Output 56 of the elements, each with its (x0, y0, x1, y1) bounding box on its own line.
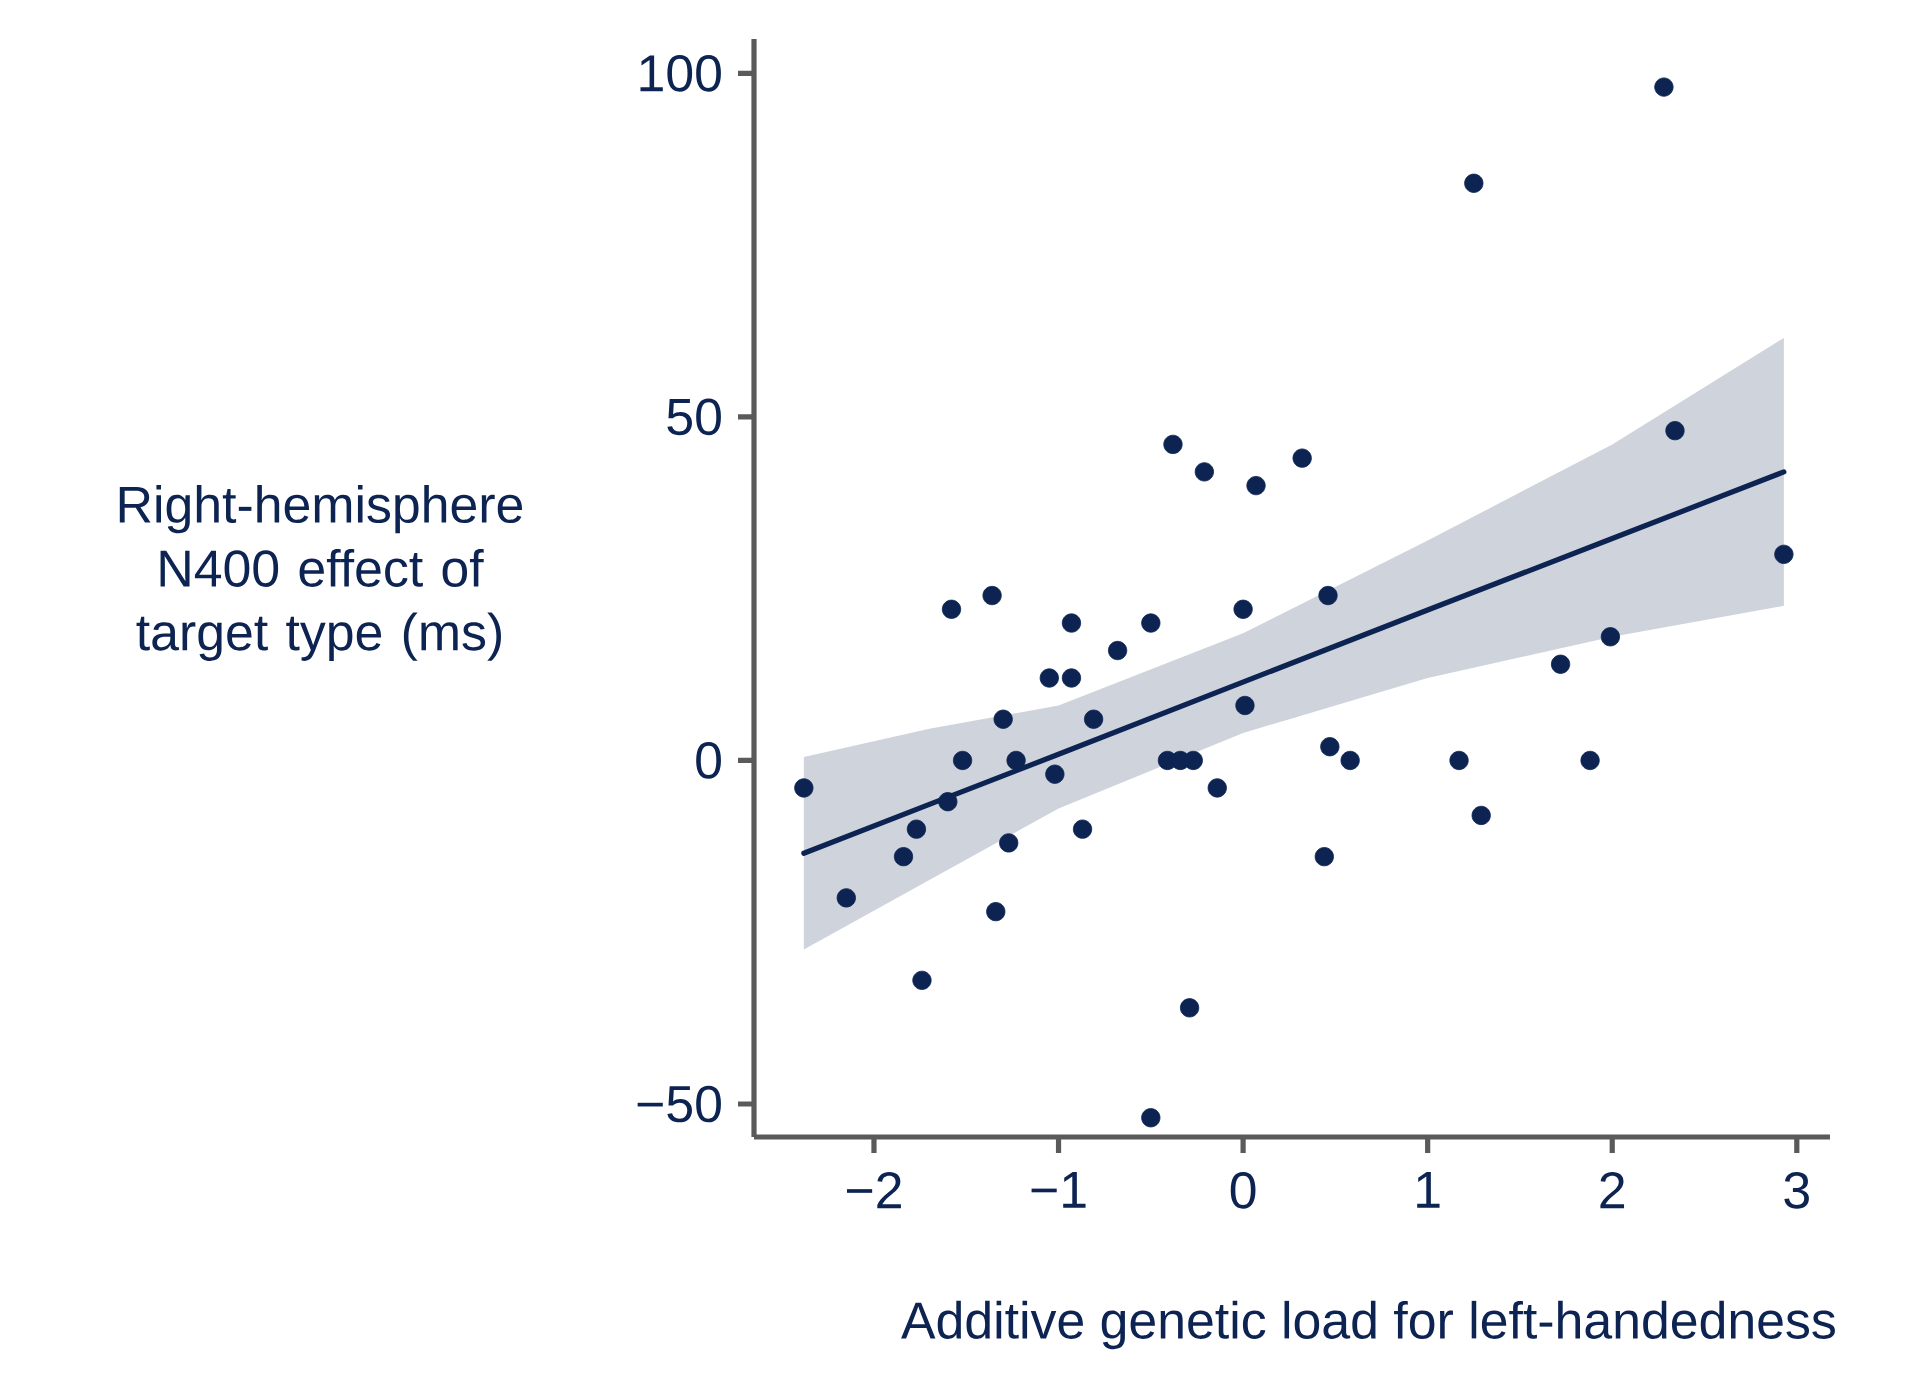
point (952, 750, 973, 771)
point (906, 819, 927, 839)
point (1235, 695, 1255, 716)
point (1471, 805, 1491, 826)
point (912, 970, 932, 990)
x-axis-title: Additive genetic load for left-handedness (901, 1300, 1835, 1350)
y-tick-label: 100 (640, 54, 721, 92)
point (794, 778, 814, 798)
point (986, 902, 1006, 922)
point (1246, 476, 1266, 496)
point (941, 599, 962, 619)
point (1292, 448, 1312, 468)
point (1233, 599, 1253, 619)
point (1550, 654, 1571, 674)
point (893, 847, 914, 867)
y-tick-label: −50 (637, 1085, 721, 1123)
point (1449, 750, 1469, 771)
point (1774, 544, 1794, 564)
point (982, 585, 1002, 606)
point (1207, 778, 1227, 798)
point (1314, 847, 1334, 867)
point (1194, 462, 1214, 482)
point (1340, 750, 1360, 771)
point (1163, 434, 1183, 454)
y-axis-title: Right-hemisphere N400 effect of target type (ms) (119, 485, 523, 661)
point (993, 709, 1013, 729)
point (1084, 709, 1104, 729)
point (1039, 668, 1059, 688)
y-tick-label: 50 (667, 398, 721, 436)
y-tick-label: 0 (696, 742, 721, 779)
point (1600, 627, 1620, 647)
point (1654, 77, 1674, 97)
x-tick-label: −1 (1031, 1172, 1086, 1208)
point (999, 833, 1019, 853)
point (1045, 764, 1065, 784)
point (836, 888, 856, 908)
x-tick-label: −2 (847, 1172, 901, 1209)
point (938, 792, 958, 812)
x-tick-label: 1 (1417, 1172, 1440, 1208)
point (1464, 173, 1484, 193)
x-tick-label: 3 (1784, 1172, 1809, 1209)
point (1580, 750, 1600, 771)
point (1320, 737, 1340, 757)
point (1665, 421, 1685, 441)
point (1141, 1108, 1161, 1128)
point (1141, 613, 1161, 633)
point (1006, 750, 1026, 771)
point (1183, 750, 1203, 771)
x-tick-label: 0 (1230, 1172, 1256, 1209)
point (1061, 613, 1082, 633)
point (1108, 640, 1128, 661)
point (1061, 668, 1082, 688)
point (1179, 998, 1200, 1018)
point (1318, 585, 1338, 606)
point (1072, 819, 1093, 839)
x-tick-label: 2 (1600, 1172, 1625, 1209)
